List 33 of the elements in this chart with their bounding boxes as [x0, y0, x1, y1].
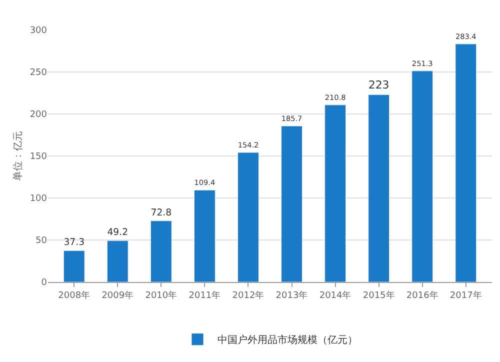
bar: [238, 152, 259, 282]
x-tick-label: 2009年: [102, 290, 134, 301]
x-tick-label: 2016年: [406, 290, 438, 301]
legend-label: 中国户外用品市场规模（亿元）: [218, 334, 358, 346]
x-tick-label: 2015年: [362, 290, 395, 301]
bar: [281, 126, 302, 282]
x-tick-label: 2013年: [276, 290, 308, 301]
bar: [412, 70, 434, 282]
x-tick-label: 2010年: [145, 290, 178, 301]
bar: [368, 94, 390, 282]
x-tick-label: 2011年: [188, 290, 221, 301]
bar: [63, 250, 85, 282]
y-tick-label: 50: [36, 236, 48, 246]
y-tick-label: 100: [30, 194, 48, 204]
x-tick-label: 2008年: [58, 290, 90, 301]
bar: [455, 44, 477, 282]
y-tick-label: 250: [30, 68, 48, 78]
x-tick-label: 2012年: [232, 290, 264, 301]
bar: [106, 240, 128, 282]
data-label: 223: [368, 78, 390, 92]
y-axis-title: 单位：亿元: [12, 131, 24, 181]
data-label: 37.3: [64, 237, 85, 248]
y-tick-label: 200: [30, 110, 48, 120]
x-tick-label: 2017年: [450, 290, 482, 301]
bar: [324, 104, 346, 282]
x-tick-label: 2014年: [319, 290, 352, 301]
data-label: 72.8: [150, 207, 172, 218]
y-tick-label: 0: [41, 278, 48, 288]
y-tick-label: 300: [30, 26, 48, 36]
bar: [194, 190, 216, 282]
bar: [150, 220, 172, 282]
data-label: 49.2: [107, 227, 128, 238]
y-tick-label: 150: [30, 152, 48, 162]
